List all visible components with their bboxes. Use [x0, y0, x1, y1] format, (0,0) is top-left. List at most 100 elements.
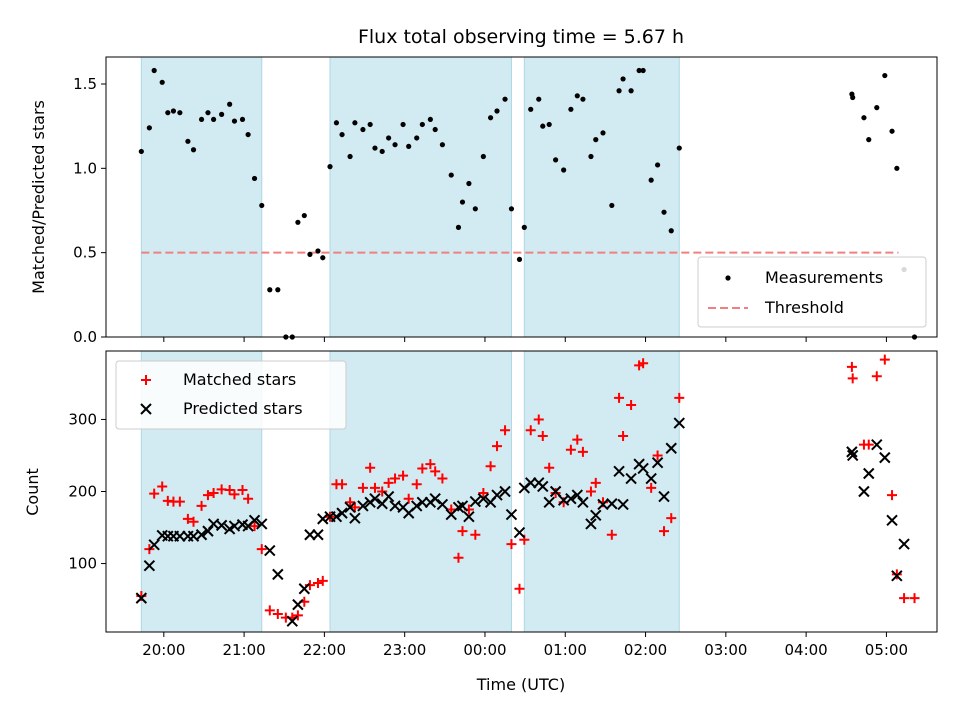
- y-axis-label-bottom: Count: [23, 468, 42, 516]
- predicted-star-point: [879, 451, 891, 464]
- matched-star-point: [208, 487, 219, 498]
- measurement-point: [427, 116, 433, 123]
- legend-bottom: Matched stars Predicted stars: [115, 360, 347, 430]
- predicted-star-point: [585, 518, 597, 530]
- predicted-star-point: [317, 513, 329, 525]
- predicted-star-point: [469, 495, 482, 508]
- top-panel: 0.0 0.5 1.0 1.5 Measurements Threshold: [73, 56, 938, 346]
- matched-star-point: [847, 373, 858, 384]
- bottom-y-tick-label: 300: [68, 410, 97, 428]
- predicted-star-point: [651, 456, 664, 469]
- matched-star-point: [345, 497, 356, 508]
- measurement-point: [561, 167, 567, 173]
- measurement-point: [661, 209, 667, 215]
- predicted-star-point: [456, 500, 469, 512]
- measurement-point: [648, 177, 654, 183]
- measurement-point: [198, 116, 205, 123]
- top-shaded-interval: [523, 56, 680, 338]
- x-tick-label: 01:00: [544, 641, 587, 659]
- predicted-star-point: [202, 525, 214, 537]
- measurement-point: [487, 115, 494, 121]
- top-axes-frame: [105, 56, 938, 338]
- matched-star-point: [899, 593, 910, 604]
- top-y-tick-label: 1.5: [73, 75, 97, 93]
- measurement-point: [516, 256, 523, 263]
- measurement-point: [459, 199, 466, 205]
- measurement-point: [668, 228, 674, 234]
- measurement-point: [874, 105, 880, 111]
- measurement-point: [392, 142, 398, 148]
- matched-star-point: [674, 392, 685, 403]
- measurement-point: [379, 148, 385, 155]
- matched-star-point: [533, 414, 544, 425]
- measurement-point: [494, 108, 500, 114]
- measurement-point: [472, 206, 478, 212]
- matched-star-point: [237, 485, 248, 496]
- x-tick-label: 02:00: [624, 641, 667, 659]
- predicted-star-point: [286, 615, 298, 627]
- matched-star-point: [403, 493, 414, 504]
- matched-star-point: [891, 569, 902, 580]
- legend-measurements-marker: [725, 275, 731, 281]
- top-y-tick-label: 0.5: [73, 244, 97, 262]
- matched-star-point: [666, 513, 677, 524]
- x-tick-label: 22:00: [303, 641, 346, 659]
- matched-star-point: [646, 482, 657, 493]
- measurement-point: [327, 164, 333, 170]
- matched-star-point: [606, 529, 617, 540]
- measurement-point: [307, 251, 313, 257]
- measurement-point: [676, 145, 682, 151]
- predicted-star-point: [463, 511, 475, 523]
- measurement-point: [866, 137, 872, 143]
- predicted-star-point: [148, 539, 160, 551]
- predicted-star-point: [863, 467, 875, 480]
- measurement-point: [439, 142, 446, 148]
- predicted-star-point: [505, 508, 518, 521]
- matched-star-point: [626, 400, 637, 411]
- predicted-star-point: [898, 538, 910, 550]
- measurement-point: [151, 67, 157, 74]
- x-tick-label: 23:00: [383, 641, 426, 659]
- legend-threshold-label: Threshold: [764, 298, 844, 317]
- predicted-star-point: [143, 560, 156, 572]
- predicted-star-point: [543, 496, 555, 509]
- measurement-point: [352, 120, 358, 126]
- measurement-point: [320, 255, 326, 261]
- matched-star-point: [572, 434, 583, 445]
- matched-star-point: [453, 552, 464, 563]
- measurement-point: [159, 79, 165, 85]
- measurement-point: [333, 120, 340, 126]
- predicted-star-point: [344, 501, 356, 514]
- measurement-point: [165, 110, 171, 116]
- matched-star-point: [398, 470, 409, 481]
- predicted-star-point: [499, 485, 511, 498]
- bottom-y-tick-label: 200: [68, 483, 97, 501]
- matched-star-point: [337, 479, 348, 490]
- measurement-point: [574, 93, 580, 99]
- matched-star-point: [425, 459, 436, 470]
- predicted-star-point: [357, 500, 369, 512]
- matched-star-point: [909, 593, 920, 604]
- x-axis-label: Time (UTC): [476, 675, 565, 694]
- predicted-star-point: [215, 519, 228, 532]
- measurement-point: [275, 287, 281, 293]
- measurement-point: [360, 126, 366, 133]
- legend-bottom-box: [115, 360, 347, 430]
- measurement-point: [432, 126, 438, 133]
- measurement-point: [210, 116, 217, 123]
- measurement-point: [295, 219, 301, 225]
- measurement-point: [406, 143, 412, 149]
- matched-star-point: [229, 489, 240, 500]
- predicted-star-point: [312, 529, 324, 541]
- top-y-tick-label: 0.0: [73, 328, 97, 346]
- matched-star-point: [863, 439, 874, 450]
- legend-predicted-label: Predicted stars: [183, 399, 303, 418]
- matched-star-point: [492, 441, 503, 452]
- measurement-point: [600, 130, 606, 136]
- x-tick-label: 05:00: [865, 641, 908, 659]
- predicted-star-point: [537, 480, 549, 493]
- matched-star-point: [430, 466, 441, 477]
- matched-star-point: [846, 361, 857, 372]
- bottom-panel: 100 200 300 20:00 21:00 22:00 23:00 00:00 01:00 0…: [68, 350, 938, 659]
- matched-star-point: [614, 392, 625, 403]
